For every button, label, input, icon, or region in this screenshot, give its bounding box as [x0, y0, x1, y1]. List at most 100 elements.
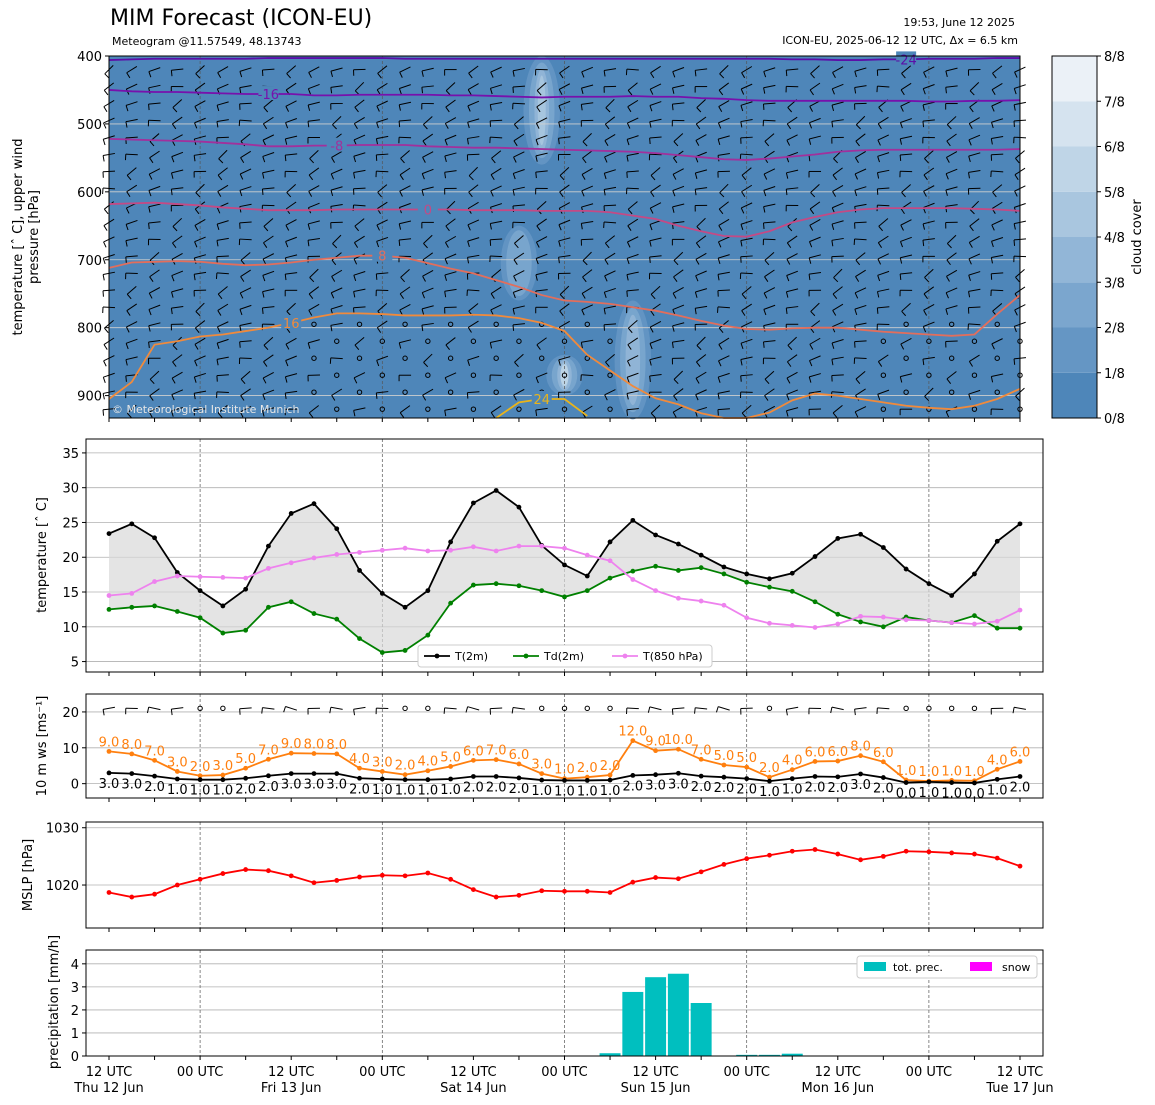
- wind-barb-flag: [901, 310, 907, 317]
- wind-barb: [376, 355, 389, 361]
- wind-barb-flag: [170, 709, 173, 716]
- gust-data-label: 1.0: [896, 764, 917, 779]
- wind-barb: [148, 84, 161, 89]
- wind-barb: [946, 252, 957, 261]
- wind-barb: [649, 338, 662, 344]
- wind-barb: [194, 337, 206, 345]
- wind-barb: [992, 184, 1003, 193]
- wind-barb: [558, 83, 571, 90]
- wind-barb-flag: [398, 104, 401, 111]
- wind-barb-flag: [673, 395, 678, 401]
- mean-wind-data-label: 2.0: [486, 780, 507, 795]
- wind-barb: [467, 100, 480, 107]
- wind-barb: [945, 305, 958, 310]
- wind-barb-flag: [444, 155, 447, 162]
- wind-barb: [125, 136, 138, 139]
- data-point: [448, 547, 454, 553]
- wind-barb: [672, 707, 685, 710]
- wind-barb-flag: [126, 293, 132, 300]
- calm-circle: [493, 355, 499, 361]
- wind-barb: [877, 85, 890, 88]
- data-point: [994, 618, 1000, 624]
- wind-barb: [854, 85, 867, 88]
- wind-barb-flag: [900, 89, 905, 96]
- wind-barb-flag: [193, 376, 197, 383]
- wind-barb: [854, 707, 867, 710]
- wind-barb: [148, 168, 161, 175]
- precip-axis-label: 3: [71, 981, 79, 996]
- wind-barb: [285, 373, 298, 378]
- wind-barb: [650, 65, 661, 74]
- wind-barb-flag: [787, 345, 793, 351]
- gust-data-label: 7.0: [258, 743, 279, 758]
- wind-barb-flag: [125, 359, 128, 366]
- wind-barb: [332, 115, 342, 126]
- wind-barb: [126, 321, 138, 328]
- precip-legend: tot. prec. snow: [856, 955, 1038, 979]
- wind-barb: [604, 287, 616, 293]
- wind-barb: [149, 269, 160, 278]
- wind-barb-flag: [992, 72, 997, 79]
- data-point: [493, 581, 499, 587]
- wind-barb-flag: [785, 709, 788, 716]
- mean-wind-data-label: 2.0: [805, 780, 826, 795]
- wind-barb-flag: [262, 377, 267, 384]
- wind-barb: [718, 337, 730, 345]
- wind-barb: [672, 322, 685, 327]
- wind-barb: [719, 183, 729, 194]
- wind-barb: [855, 133, 866, 142]
- wind-barb-flag: [284, 392, 287, 400]
- data-point: [721, 602, 727, 608]
- data-point: [266, 604, 271, 610]
- wind-barb-flag: [831, 121, 834, 128]
- data-point: [493, 894, 499, 900]
- wind-barb: [126, 83, 138, 90]
- wind-barb: [353, 169, 366, 173]
- wind-barb: [809, 272, 822, 275]
- data-point: [106, 593, 112, 598]
- wind-barb-flag: [991, 241, 994, 248]
- colorbar-tick-label: 2/8: [1104, 322, 1125, 337]
- model-info: ICON-EU, 2025-06-12 12 UTC, Δx = 6.5 km: [782, 34, 1018, 47]
- data-point: [607, 575, 613, 581]
- wind-barb-flag: [513, 156, 517, 163]
- wind-barb-flag: [443, 707, 446, 714]
- wind-barb: [581, 220, 594, 224]
- wind-barb-flag: [968, 274, 971, 281]
- wind-barb: [672, 286, 684, 294]
- wind-barb: [331, 287, 343, 294]
- mean-wind-data-label: 1.0: [190, 784, 211, 799]
- wind-barb: [740, 272, 753, 275]
- mean-wind-data-label: 3.0: [99, 777, 120, 792]
- wind-barb-flag: [558, 257, 560, 264]
- wind-barb-flag: [969, 225, 974, 232]
- wind-barb: [854, 287, 867, 294]
- wind-barb: [330, 305, 343, 310]
- wind-barb: [262, 371, 274, 379]
- data-point: [288, 511, 294, 516]
- mean-wind-data-label: 2.0: [509, 782, 530, 797]
- day-tick-label: Sat 14 Jun: [440, 1081, 506, 1096]
- wind-barb: [672, 168, 684, 175]
- colorbar-segment: [1052, 327, 1097, 373]
- colorbar-tick-label: 7/8: [1104, 95, 1125, 110]
- wind-barb: [262, 169, 275, 174]
- calm-circle: [926, 372, 932, 378]
- wind-barb: [308, 220, 320, 225]
- wind-barb: [421, 67, 434, 72]
- wind-barb: [240, 168, 252, 175]
- wind-barb-flag: [262, 291, 265, 298]
- wind-barb: [535, 152, 548, 157]
- wind-barb: [740, 255, 753, 258]
- wind-barb-flag: [764, 276, 769, 282]
- data-point: [106, 770, 112, 776]
- wind-barb: [126, 303, 138, 312]
- data-point: [174, 882, 180, 888]
- data-point: [516, 504, 522, 510]
- wind-barb: [535, 372, 548, 378]
- wind-barb-flag: [445, 344, 450, 350]
- data-point: [220, 575, 226, 580]
- data-point: [949, 780, 955, 785]
- wind-barb-flag: [809, 360, 813, 367]
- wind-barb: [467, 391, 480, 394]
